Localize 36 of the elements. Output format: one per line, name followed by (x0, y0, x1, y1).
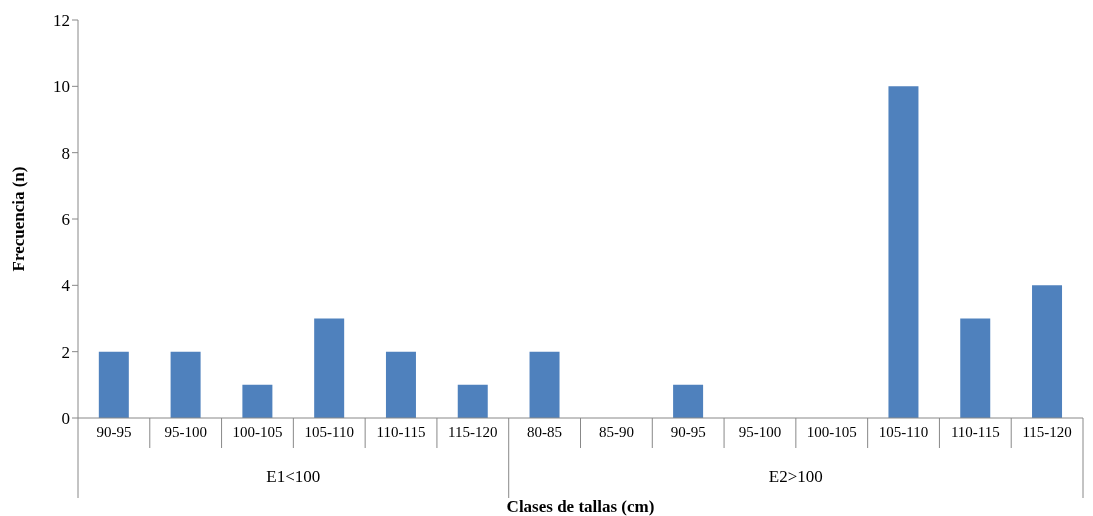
x-tick-label: 110-115 (950, 423, 1000, 440)
x-tick-label: 95-100 (738, 423, 782, 440)
x-axis-title: Clases de tallas (cm) (506, 497, 655, 516)
x-tick-label: 115-120 (1022, 423, 1072, 440)
x-tick-label: 100-105 (806, 423, 857, 440)
bar (314, 318, 345, 418)
x-tick-label: 90-95 (670, 423, 706, 440)
x-tick-label: 105-110 (304, 423, 354, 440)
bar (98, 351, 129, 418)
x-tick-label: 115-120 (448, 423, 498, 440)
y-tick-label: 10 (53, 77, 70, 97)
text: E2>100 (768, 467, 823, 486)
bar (960, 318, 991, 418)
bar (529, 351, 560, 418)
y-tick-label: 2 (61, 342, 70, 362)
y-tick-label: 8 (61, 143, 70, 163)
x-tick-label: 90-95 (96, 423, 132, 440)
bar (888, 86, 919, 418)
y-tick-label: 6 (61, 210, 70, 230)
x-tick-label: 100-105 (232, 423, 283, 440)
bar (385, 351, 416, 418)
y-tick-label: 12 (53, 11, 70, 31)
bar (673, 384, 704, 418)
bar (1032, 285, 1063, 418)
y-tick-label: 0 (61, 409, 70, 429)
y-tick-label: 4 (61, 276, 71, 296)
y-axis-title: Frecuencia (n) (9, 166, 29, 272)
x-tick-label: 105-110 (878, 423, 929, 440)
text: E1<100 (266, 467, 321, 486)
x-tick-label: 110-115 (376, 423, 426, 440)
x-tick-label: 85-90 (598, 423, 634, 440)
x-tick-label: 95-100 (164, 423, 207, 440)
bar (170, 351, 201, 418)
bar (457, 384, 488, 418)
bar (242, 384, 273, 418)
x-tick-label: 80-85 (527, 423, 563, 440)
